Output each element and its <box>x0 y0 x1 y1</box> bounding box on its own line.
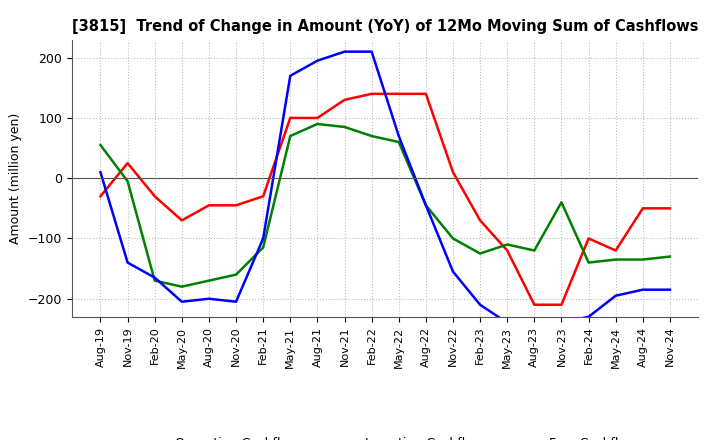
Line: Operating Cashflow: Operating Cashflow <box>101 94 670 305</box>
Investing Cashflow <box>96 143 105 148</box>
Investing Cashflow <box>665 254 674 259</box>
Y-axis label: Amount (million yen): Amount (million yen) <box>9 113 22 244</box>
Operating Cashflow <box>367 91 376 96</box>
Title: [3815]  Trend of Change in Amount (YoY) of 12Mo Moving Sum of Cashflows: [3815] Trend of Change in Amount (YoY) o… <box>72 19 698 34</box>
Operating Cashflow <box>395 91 403 96</box>
Operating Cashflow <box>341 97 349 103</box>
Operating Cashflow <box>665 205 674 211</box>
Investing Cashflow <box>584 260 593 265</box>
Free Cashflow <box>530 320 539 326</box>
Investing Cashflow <box>395 139 403 145</box>
Investing Cashflow <box>232 272 240 277</box>
Investing Cashflow <box>204 278 213 283</box>
Operating Cashflow <box>178 218 186 223</box>
Free Cashflow <box>123 260 132 265</box>
Free Cashflow <box>503 320 511 326</box>
Free Cashflow <box>557 320 566 326</box>
Free Cashflow <box>476 302 485 308</box>
Investing Cashflow <box>259 245 268 250</box>
Free Cashflow <box>584 314 593 319</box>
Free Cashflow <box>611 293 620 298</box>
Operating Cashflow <box>421 91 430 96</box>
Free Cashflow <box>449 269 457 274</box>
Operating Cashflow <box>611 248 620 253</box>
Operating Cashflow <box>150 194 159 199</box>
Operating Cashflow <box>286 115 294 121</box>
Free Cashflow <box>232 299 240 304</box>
Free Cashflow <box>395 133 403 139</box>
Operating Cashflow <box>449 169 457 175</box>
Investing Cashflow <box>476 251 485 256</box>
Investing Cashflow <box>503 242 511 247</box>
Free Cashflow <box>286 73 294 78</box>
Operating Cashflow <box>530 302 539 308</box>
Operating Cashflow <box>313 115 322 121</box>
Free Cashflow <box>178 299 186 304</box>
Line: Investing Cashflow: Investing Cashflow <box>101 124 670 287</box>
Investing Cashflow <box>639 257 647 262</box>
Operating Cashflow <box>259 194 268 199</box>
Investing Cashflow <box>150 278 159 283</box>
Operating Cashflow <box>557 302 566 308</box>
Free Cashflow <box>96 169 105 175</box>
Free Cashflow <box>204 296 213 301</box>
Line: Free Cashflow: Free Cashflow <box>101 51 670 323</box>
Operating Cashflow <box>584 236 593 241</box>
Investing Cashflow <box>313 121 322 127</box>
Investing Cashflow <box>123 179 132 184</box>
Investing Cashflow <box>449 236 457 241</box>
Free Cashflow <box>665 287 674 292</box>
Operating Cashflow <box>204 203 213 208</box>
Operating Cashflow <box>96 194 105 199</box>
Investing Cashflow <box>367 133 376 139</box>
Investing Cashflow <box>530 248 539 253</box>
Investing Cashflow <box>286 133 294 139</box>
Operating Cashflow <box>639 205 647 211</box>
Investing Cashflow <box>341 125 349 130</box>
Free Cashflow <box>313 58 322 63</box>
Operating Cashflow <box>503 248 511 253</box>
Free Cashflow <box>150 275 159 280</box>
Operating Cashflow <box>232 203 240 208</box>
Operating Cashflow <box>476 218 485 223</box>
Operating Cashflow <box>123 161 132 166</box>
Investing Cashflow <box>421 203 430 208</box>
Investing Cashflow <box>557 200 566 205</box>
Legend: Operating Cashflow, Investing Cashflow, Free Cashflow: Operating Cashflow, Investing Cashflow, … <box>129 432 642 440</box>
Investing Cashflow <box>611 257 620 262</box>
Free Cashflow <box>341 49 349 54</box>
Free Cashflow <box>367 49 376 54</box>
Investing Cashflow <box>178 284 186 290</box>
Free Cashflow <box>259 236 268 241</box>
Free Cashflow <box>639 287 647 292</box>
Free Cashflow <box>421 203 430 208</box>
